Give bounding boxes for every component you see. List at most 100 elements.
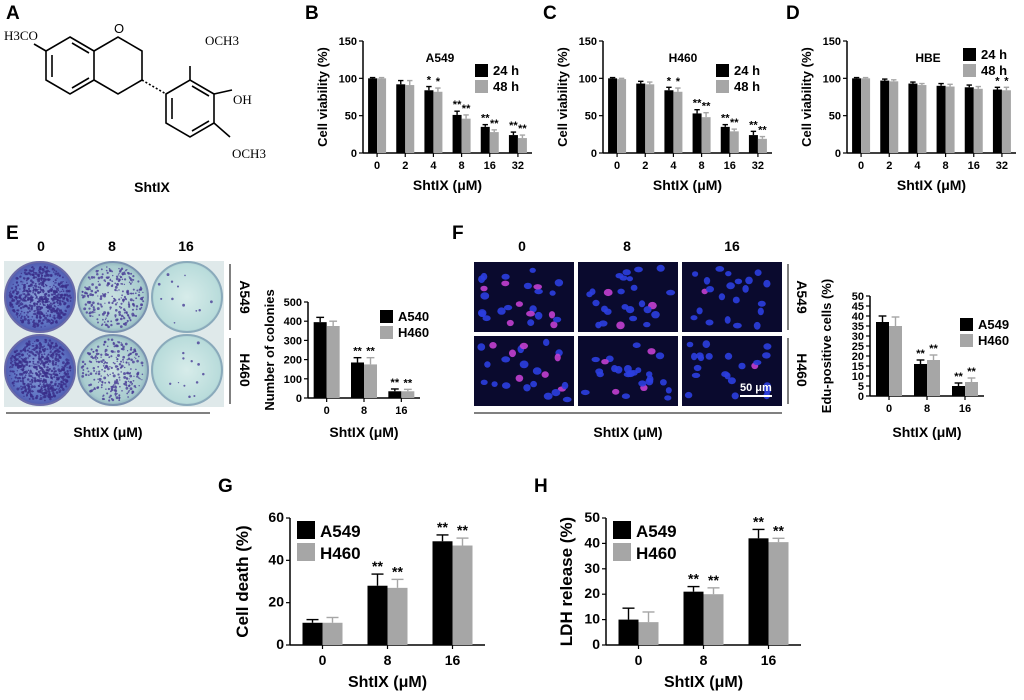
plate-dose-8: 8 — [108, 238, 116, 254]
bar-24-h-2 — [636, 83, 646, 153]
significance-mark: ** — [462, 103, 471, 115]
y-tick-label: 150 — [579, 36, 597, 48]
y-tick-label: 10 — [852, 371, 864, 383]
legend-swatch — [475, 80, 488, 93]
y-tick-label: 400 — [284, 316, 302, 328]
y-axis-label: Cell viability (%) — [315, 47, 330, 147]
y-tick-label: 0 — [296, 393, 302, 405]
y-tick-label: 0 — [858, 391, 864, 403]
significance-mark: ** — [392, 563, 403, 579]
significance-mark: ** — [372, 558, 383, 574]
bar-h460-8 — [387, 587, 408, 645]
legend-label: 48 h — [981, 63, 1007, 78]
x-tick-label: 16 — [445, 652, 461, 668]
bar-48-h-8 — [701, 117, 711, 153]
colony-plates: 0 8 16 A549 H460 ShtIX (μM) — [4, 238, 253, 440]
x-tick-label: 4 — [430, 160, 437, 172]
plate-dose-16: 16 — [178, 238, 194, 254]
y-tick-label: 35 — [852, 321, 864, 333]
micro-dose-16: 16 — [724, 238, 740, 254]
x-tick-label: 2 — [886, 160, 892, 172]
bar-48-h-4 — [433, 91, 443, 153]
bar-24-h-4 — [664, 90, 674, 153]
hydroxyl-label: OH — [233, 92, 252, 107]
x-tick-label: 8 — [924, 403, 930, 415]
x-tick-label: 32 — [996, 160, 1008, 172]
legend: A549 H460 — [613, 521, 677, 563]
significance-mark: ** — [453, 99, 462, 111]
legend-label: H460 — [320, 544, 361, 563]
y-tick-label: 100 — [823, 73, 841, 85]
significance-mark: ** — [730, 117, 739, 129]
y-tick-label: 50 — [852, 291, 864, 303]
plate-axis-label: ShtIX (μM) — [73, 424, 142, 440]
significance-mark: ** — [753, 513, 764, 529]
bar-24-h-16 — [720, 126, 730, 153]
significance-mark: ** — [916, 348, 925, 360]
legend-swatch — [380, 326, 393, 339]
x-tick-label: 0 — [858, 160, 864, 172]
bar-48-h-4 — [917, 85, 927, 153]
legend: 24 h48 h — [475, 63, 519, 94]
significance-mark: ** — [967, 366, 976, 378]
legend-swatch — [475, 64, 488, 77]
y-tick-label: 45 — [852, 301, 864, 313]
x-tick-label: 8 — [459, 160, 465, 172]
y-tick-label: 50 — [345, 111, 357, 123]
y-tick-label: 5 — [858, 381, 864, 393]
bar-24-h-0 — [368, 78, 378, 153]
x-tick-label: 0 — [324, 405, 330, 417]
bar-h460-8 — [364, 364, 377, 398]
significance-mark: ** — [721, 113, 730, 125]
legend: 24 h48 h — [963, 47, 1007, 78]
bar-h460-16 — [452, 545, 473, 645]
x-axis-label: ShtIX (μM) — [348, 674, 427, 691]
x-tick-label: 8 — [700, 652, 708, 668]
legend-swatch — [960, 334, 973, 347]
bar-48-h-16 — [729, 131, 739, 153]
panel-label-d: D — [786, 3, 800, 24]
micro-cell-h460: H460 — [794, 353, 810, 387]
plate-h460-16 — [151, 334, 223, 406]
significance-mark: ** — [490, 118, 499, 130]
x-axis-label: ShtIX (μM) — [653, 177, 722, 193]
y-tick-label: 20 — [584, 585, 600, 601]
bar-24-h-32 — [992, 89, 1002, 153]
legend-swatch — [963, 64, 976, 77]
x-tick-label: 0 — [635, 652, 643, 668]
significance-mark: ** — [688, 571, 699, 587]
bar-48-h-16 — [973, 88, 983, 153]
scale-bar-label: 50 μm — [740, 382, 772, 394]
y-tick-label: 150 — [339, 36, 357, 48]
methoxy-label-top: OCH3 — [205, 33, 239, 48]
bar-h460-8 — [927, 360, 940, 396]
plate-a549-16 — [151, 261, 223, 333]
chart-title: HBE — [915, 51, 940, 65]
legend-swatch — [716, 64, 729, 77]
significance-mark: * — [995, 75, 1000, 87]
x-tick-label: 4 — [670, 160, 677, 172]
bar-a549-8 — [914, 364, 927, 396]
x-tick-label: 16 — [395, 405, 407, 417]
x-tick-label: 16 — [724, 160, 736, 172]
x-tick-label: 2 — [402, 160, 408, 172]
significance-mark: ** — [773, 522, 784, 538]
significance-mark: * — [427, 75, 432, 87]
chart-title: H460 — [669, 51, 698, 65]
significance-mark: ** — [366, 346, 375, 358]
legend-swatch — [613, 543, 631, 561]
bar-h460-0 — [638, 622, 659, 645]
significance-mark: * — [676, 76, 681, 88]
bar-a549-0 — [618, 619, 639, 645]
bar-h460-8 — [703, 594, 724, 645]
bar-48-h-16 — [489, 132, 499, 153]
y-tick-label: 60 — [268, 509, 284, 525]
bar-h460-16 — [768, 542, 789, 645]
bar-24-h-16 — [964, 87, 974, 153]
legend-label: H460 — [398, 325, 429, 340]
plate-dose-0: 0 — [37, 238, 45, 254]
y-tick-label: 50 — [829, 111, 841, 123]
